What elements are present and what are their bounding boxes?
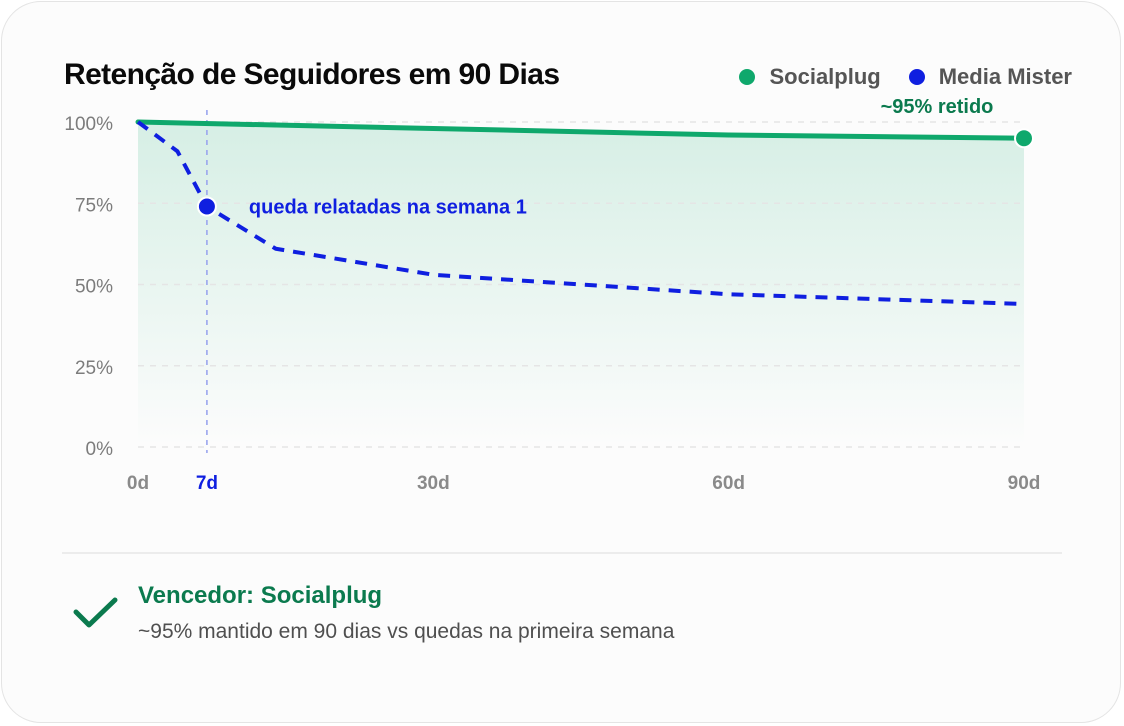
- winner-subtitle: ~95% mantido em 90 dias vs quedas na pri…: [138, 620, 675, 643]
- x-tick-label: 7d: [196, 473, 218, 494]
- y-tick-label: 75%: [75, 195, 113, 216]
- x-tick-label: 0d: [127, 473, 149, 494]
- x-tick-label: 30d: [417, 473, 450, 494]
- data-point-media-mister: [196, 196, 217, 217]
- legend-dot-socialplug: [739, 69, 756, 85]
- chart-title: Retenção de Seguidores em 90 Dias: [64, 58, 560, 91]
- winner-title: Vencedor: Socialplug: [138, 582, 383, 609]
- legend-label-socialplug: Socialplug: [769, 64, 881, 89]
- legend-item-socialplug: Socialplug: [739, 64, 881, 90]
- x-tick-label: 60d: [712, 473, 745, 494]
- series-line-socialplug: [135, 119, 1027, 141]
- annotation-label-socialplug: ~95% retido: [881, 96, 994, 118]
- annotation-label-media-mister: queda relatadas na semana 1: [249, 197, 527, 219]
- legend: Socialplug Media Mister: [711, 64, 1072, 90]
- series-line-media-mister: [136, 120, 1025, 306]
- x-tick-label: 90d: [1008, 473, 1041, 494]
- legend-dot-media-mister: [908, 69, 925, 85]
- check-icon: [73, 597, 118, 628]
- y-tick-label: 100%: [64, 114, 113, 135]
- y-tick-label: 25%: [75, 358, 113, 379]
- data-point-socialplug: [1014, 128, 1034, 149]
- y-tick-label: 0%: [86, 439, 114, 460]
- legend-item-media-mister: Media Mister: [908, 64, 1072, 90]
- divider: [62, 552, 1062, 554]
- legend-label-media-mister: Media Mister: [938, 64, 1072, 89]
- y-tick-label: 50%: [75, 277, 113, 298]
